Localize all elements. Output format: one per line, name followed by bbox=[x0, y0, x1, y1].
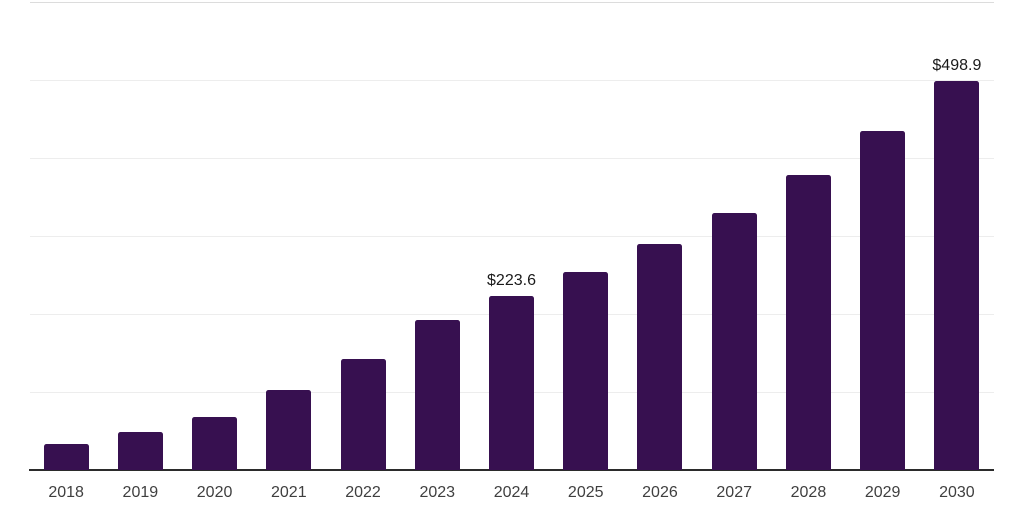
value-label: $223.6 bbox=[487, 271, 536, 289]
bar-2022 bbox=[340, 359, 386, 470]
bar-2019 bbox=[117, 432, 163, 470]
bar-2018 bbox=[43, 444, 89, 470]
bar-2023 bbox=[414, 320, 460, 470]
x-axis-label: 2021 bbox=[271, 484, 307, 501]
x-axis: 2018 2019 2020 2021 2022 2023 2024 2025 2026 2027… bbox=[29, 484, 994, 504]
bar-2021 bbox=[266, 390, 312, 470]
x-axis-label: 2022 bbox=[345, 484, 381, 501]
x-axis-label: 2029 bbox=[864, 484, 901, 501]
bar-2026 bbox=[637, 244, 683, 470]
plot-area: $223.6 $498.9 bbox=[29, 2, 994, 471]
x-axis-label: 2023 bbox=[419, 484, 456, 501]
x-axis-label: 2028 bbox=[790, 484, 827, 501]
bar-2028 bbox=[785, 175, 831, 470]
x-axis-label: 2020 bbox=[196, 484, 233, 501]
x-axis-label: 2026 bbox=[642, 484, 678, 501]
bar-2029 bbox=[860, 131, 906, 470]
gridline bbox=[30, 80, 994, 81]
bar-2030 bbox=[934, 80, 980, 470]
x-axis-label: 2027 bbox=[716, 484, 752, 501]
bar-2027 bbox=[711, 213, 757, 470]
gridline bbox=[30, 2, 994, 3]
bar-2020 bbox=[192, 417, 238, 470]
x-axis-label: 2019 bbox=[122, 484, 159, 501]
gridline bbox=[30, 158, 994, 159]
bar-2025 bbox=[563, 272, 609, 470]
x-axis-label: 2030 bbox=[939, 484, 975, 501]
value-label: $498.9 bbox=[932, 56, 982, 74]
gridline bbox=[30, 236, 994, 237]
x-axis-label: 2018 bbox=[48, 484, 84, 501]
x-axis-label: 2024 bbox=[493, 484, 530, 501]
x-axis-line bbox=[29, 469, 994, 471]
bar-2024 bbox=[489, 295, 534, 470]
x-axis-label: 2025 bbox=[567, 484, 604, 501]
